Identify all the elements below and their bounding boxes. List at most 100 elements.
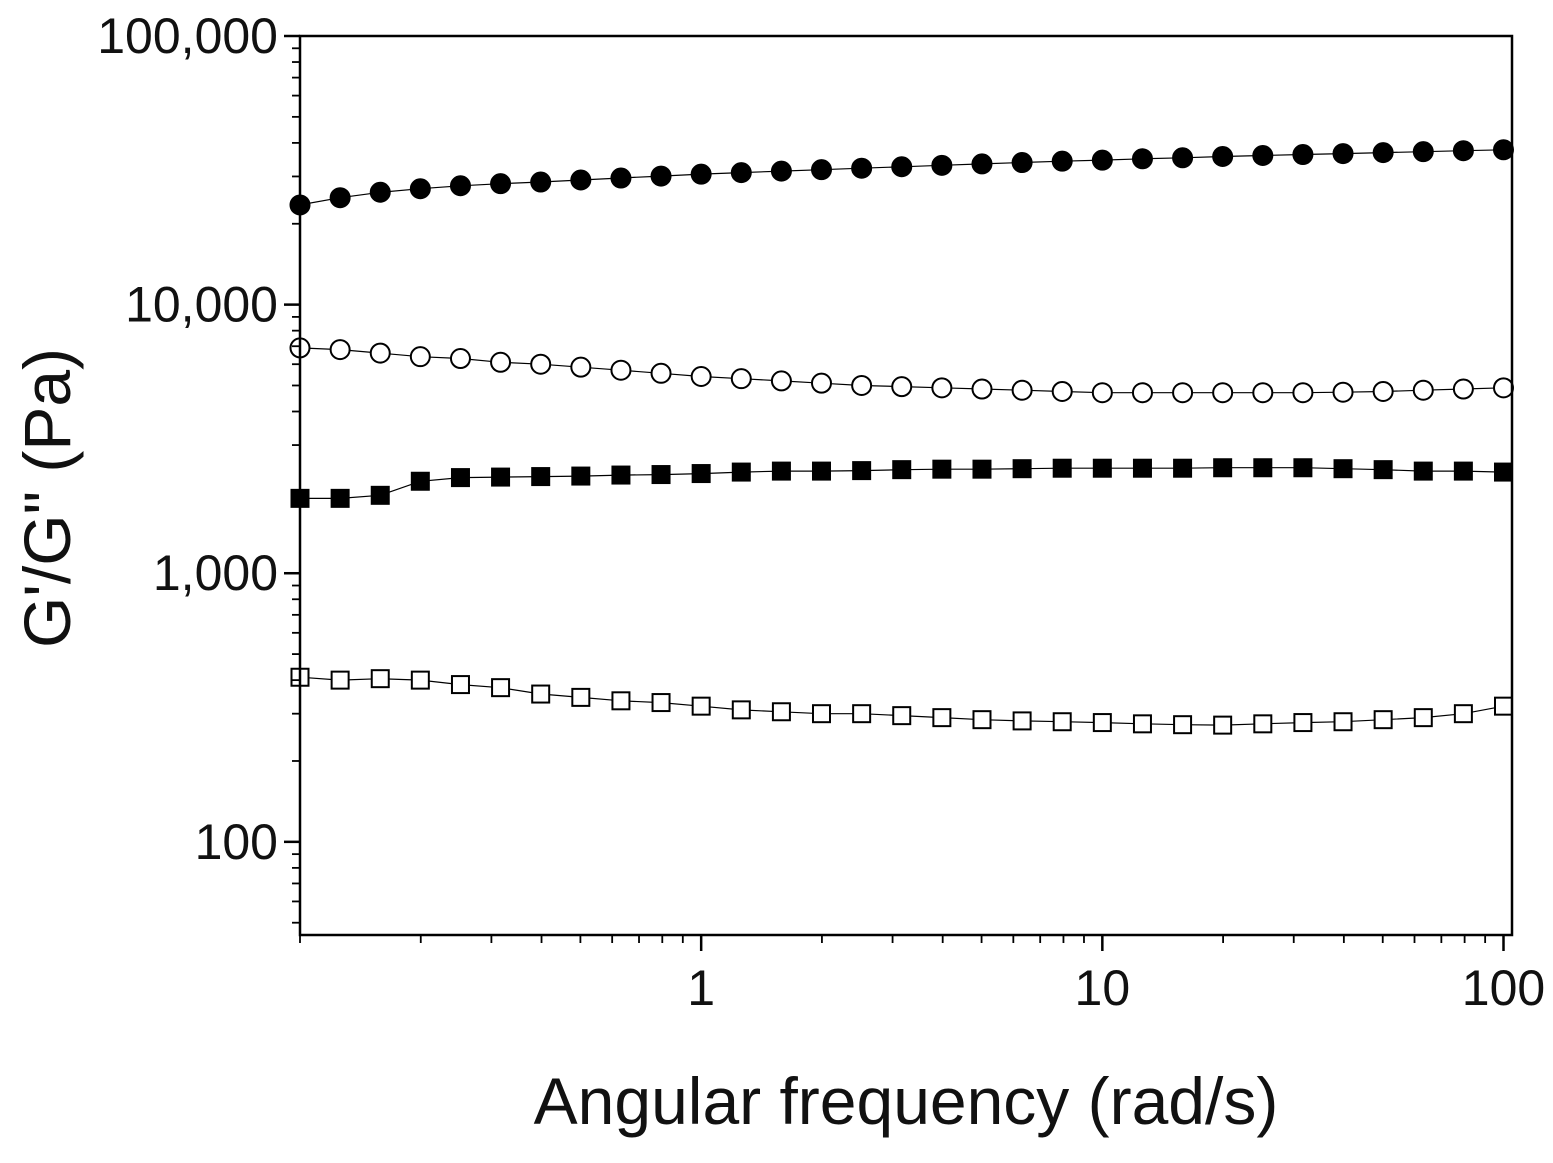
data-point	[530, 171, 552, 193]
data-point	[731, 700, 751, 720]
data-point	[449, 348, 471, 370]
data-point	[1213, 715, 1233, 735]
data-point	[891, 156, 913, 178]
data-point	[730, 162, 752, 184]
x-tick-label: 100	[1462, 960, 1545, 1016]
data-point	[771, 461, 791, 481]
data-point	[1051, 380, 1073, 402]
x-tick-label: 10	[1075, 960, 1131, 1016]
data-point	[570, 169, 592, 191]
data-point	[1252, 382, 1274, 404]
data-point	[1292, 144, 1314, 166]
series-open-square	[290, 667, 1513, 735]
data-point	[972, 710, 992, 730]
data-point	[971, 378, 993, 400]
data-point	[1172, 147, 1194, 169]
data-point	[892, 706, 912, 726]
data-point	[330, 488, 350, 508]
data-point	[1453, 461, 1473, 481]
data-point	[370, 669, 390, 689]
data-point	[1012, 459, 1032, 479]
data-point	[610, 167, 632, 189]
data-point	[650, 362, 672, 384]
data-point	[491, 467, 511, 487]
data-point	[610, 359, 632, 381]
y-tick-label: 100,000	[97, 8, 278, 64]
data-point	[1492, 377, 1514, 399]
y-tick-label: 1,000	[153, 545, 278, 601]
data-point	[1173, 715, 1193, 735]
data-point	[530, 353, 552, 375]
data-point	[771, 702, 791, 722]
data-point	[811, 704, 831, 724]
y-axis-title: G'/G" (Pa)	[10, 348, 84, 648]
data-point	[1173, 458, 1193, 478]
data-point	[690, 365, 712, 387]
data-point	[571, 687, 591, 707]
data-point	[1092, 713, 1112, 733]
x-axis-title: Angular frequency (rad/s)	[534, 1064, 1279, 1138]
data-point	[329, 339, 351, 361]
data-point	[410, 670, 430, 690]
data-point	[1493, 696, 1513, 716]
data-point	[491, 678, 511, 698]
data-point	[1011, 152, 1033, 174]
data-point	[1412, 141, 1434, 163]
data-point	[1412, 379, 1434, 401]
data-point	[1011, 379, 1033, 401]
data-point	[490, 351, 512, 373]
data-marks	[289, 139, 1514, 735]
data-point	[1293, 713, 1313, 733]
series-filled-square	[290, 458, 1513, 508]
data-point	[650, 165, 672, 187]
data-point	[1333, 459, 1353, 479]
data-point	[1452, 378, 1474, 400]
data-point	[1333, 712, 1353, 732]
data-point	[370, 485, 390, 505]
data-point	[1293, 458, 1313, 478]
data-point	[852, 704, 872, 724]
plot-frame	[298, 34, 1514, 937]
data-point	[932, 459, 952, 479]
data-point	[1413, 461, 1433, 481]
data-point	[1453, 704, 1473, 724]
data-point	[852, 461, 872, 481]
data-point	[1213, 458, 1233, 478]
data-point	[1132, 458, 1152, 478]
data-point	[531, 684, 551, 704]
data-point	[1051, 150, 1073, 172]
data-point	[691, 696, 711, 716]
data-point	[1452, 140, 1474, 162]
data-point	[570, 356, 592, 378]
data-point	[1091, 382, 1113, 404]
data-point	[1332, 381, 1354, 403]
data-point	[1212, 145, 1234, 167]
x-tick-label: 1	[687, 960, 715, 1016]
data-point	[651, 693, 671, 713]
data-point	[409, 346, 431, 368]
data-point	[611, 691, 631, 711]
data-point	[730, 368, 752, 390]
data-point	[1252, 145, 1274, 167]
data-point	[410, 471, 430, 491]
axes: 100 1,000 10,000 100,000 1 10 100	[97, 8, 1545, 1016]
data-point	[1332, 143, 1354, 165]
data-point	[1372, 380, 1394, 402]
data-point	[892, 460, 912, 480]
y-tick-label: 10,000	[125, 277, 278, 333]
series-filled-circle	[289, 139, 1514, 216]
data-point	[1493, 462, 1513, 482]
data-point	[1052, 712, 1072, 732]
data-point	[1413, 708, 1433, 728]
data-point	[611, 465, 631, 485]
data-point	[1253, 714, 1273, 734]
data-point	[691, 464, 711, 484]
data-point	[571, 466, 591, 486]
data-point	[449, 175, 471, 197]
data-point	[329, 187, 351, 209]
data-point	[971, 153, 993, 175]
data-point	[731, 462, 751, 482]
data-point	[450, 468, 470, 488]
data-point	[1132, 714, 1152, 734]
data-point	[1373, 710, 1393, 730]
